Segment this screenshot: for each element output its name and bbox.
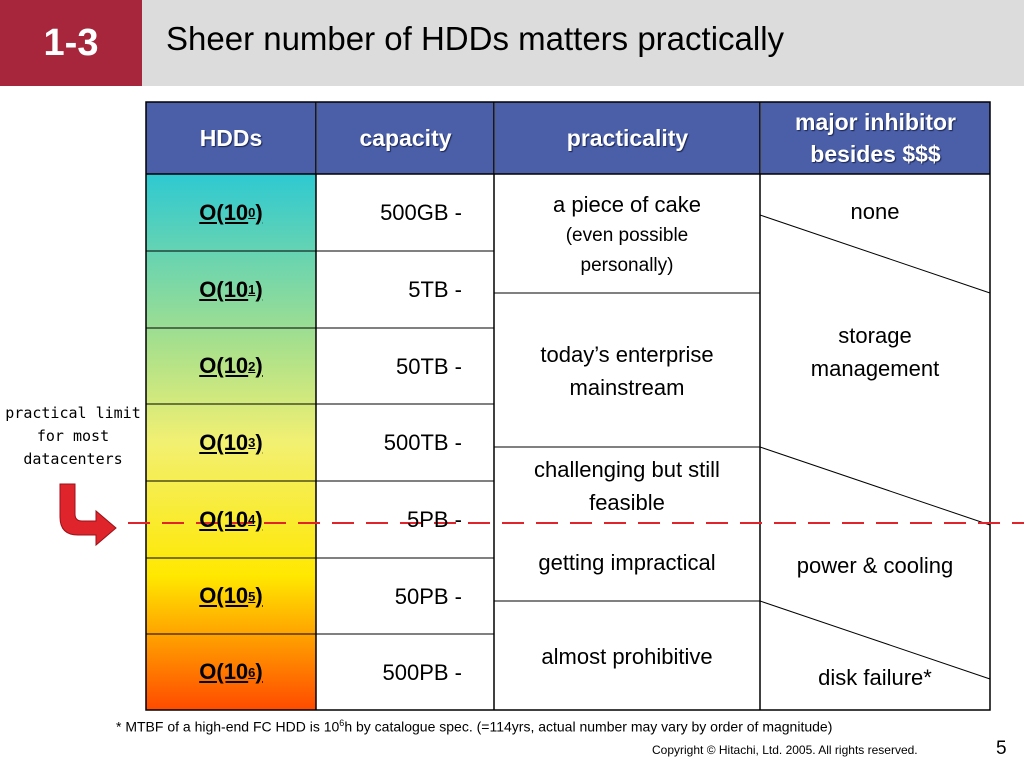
inhibitor-storage-management: storage management: [810, 323, 940, 381]
practical-limit-note: practical limit for most datacenters: [5, 404, 141, 468]
inhibitor-power-cooling: power & cooling: [796, 553, 954, 578]
practicality-cake-note2: personally): [580, 255, 674, 276]
capacity-cell-row4: 5PB -: [406, 507, 462, 532]
practicality-enterprise: today’s enterprise mainstream: [540, 342, 714, 400]
practicality-cake-text: a piece of cake: [553, 192, 701, 217]
practicality-cake: a piece of cake (even possible personall…: [494, 188, 760, 281]
footnote: * MTBF of a high-end FC HDD is 106h by c…: [116, 718, 833, 735]
inhibitor-disk-failure: disk failure*: [818, 665, 932, 690]
hdd-cell-row6: O(10 6): [199, 659, 263, 684]
page-number: 5: [996, 738, 1007, 759]
copyright: Copyright © Hitachi, Ltd. 2005. All righ…: [652, 743, 918, 757]
slide-number-badge: 1-3: [0, 0, 142, 86]
hdd-cell-row1: O(10 1): [199, 276, 263, 302]
hdd-column-gradient: [146, 174, 316, 710]
slide-title: Sheer number of HDDs matters practically: [166, 20, 785, 57]
title-bar: [142, 0, 1024, 86]
practicality-impractical: getting impractical: [538, 550, 716, 575]
hdd-cell-row3: O(10 3): [199, 429, 263, 455]
practicality-cake-note1: (even possible: [565, 225, 689, 246]
header-practicality: practicality: [495, 102, 760, 174]
hdd-cell-row4: O(10 4): [199, 506, 263, 532]
hdd-cell-row2: O(10 2): [199, 353, 263, 378]
practicality-challenging: challenging but still feasible: [534, 457, 720, 515]
capacity-cell-row0: 500GB -: [380, 200, 462, 225]
header-capacity: capacity: [317, 102, 494, 174]
header-inhibitor-line2: besides $$$: [810, 141, 941, 167]
inhibitor-none: none: [850, 199, 900, 224]
capacity-cell-row3: 500TB -: [383, 430, 462, 455]
capacity-cell-row6: 500PB -: [382, 660, 463, 685]
capacity-cell-row5: 50PB -: [394, 584, 462, 609]
header-hdds: HDDs: [146, 102, 316, 174]
capacity-cell-row2: 50TB -: [395, 354, 462, 379]
header-major-inhibitor: major inhibitor besides $$$: [761, 102, 990, 174]
hdd-cell-row0: O(10 0): [199, 199, 263, 225]
hdd-cell-row5: O(10 5): [199, 583, 263, 608]
header-inhibitor-line1: major inhibitor: [795, 109, 956, 135]
red-curved-arrow-icon: [59, 483, 117, 547]
practicality-prohibitive: almost prohibitive: [541, 644, 713, 669]
capacity-cell-row1: 5TB -: [408, 277, 462, 302]
